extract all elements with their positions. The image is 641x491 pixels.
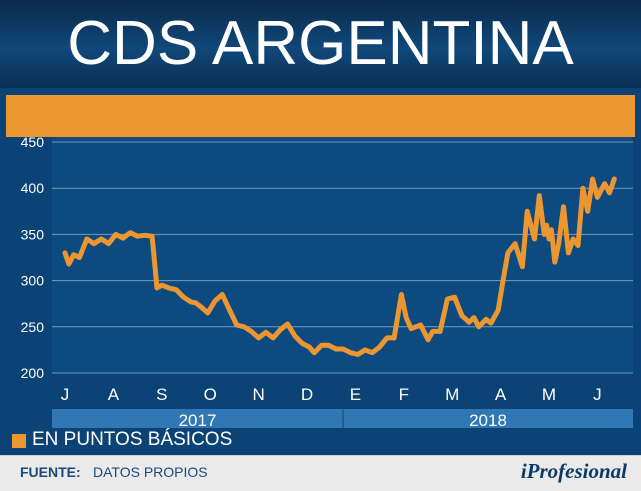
x-tick-label: N — [252, 385, 264, 404]
y-tick-label: 250 — [21, 319, 45, 335]
y-tick-label: 350 — [21, 226, 45, 242]
year-label: 2017 — [179, 411, 217, 428]
x-tick-label: S — [156, 385, 167, 404]
y-tick-label: 300 — [21, 273, 45, 289]
legend-swatch — [12, 434, 26, 448]
x-tick-label: M — [542, 385, 556, 404]
legend-label: EN PUNTOS BÁSICOS — [32, 429, 233, 450]
source-bar: FUENTE: DATOS PROPIOS iProfesional — [0, 455, 641, 491]
plot-area — [52, 137, 633, 373]
chart-title: CDS ARGENTINA — [67, 9, 574, 78]
x-tick-label: A — [108, 385, 120, 404]
x-tick-label: J — [61, 385, 70, 404]
x-tick-label: F — [399, 385, 409, 404]
x-tick-label: O — [204, 385, 217, 404]
x-tick-label: J — [593, 385, 602, 404]
y-tick-label: 200 — [21, 365, 45, 381]
title-bar: CDS ARGENTINA — [0, 0, 641, 88]
accent-band — [6, 95, 635, 137]
x-tick-label: A — [495, 385, 507, 404]
x-tick-label: E — [350, 385, 361, 404]
series-line-cds — [62, 176, 617, 357]
y-tick-label: 400 — [21, 180, 45, 196]
x-tick-label: D — [301, 385, 313, 404]
source-value: DATOS PROPIOS — [93, 464, 208, 480]
source-label: FUENTE: — [20, 464, 81, 480]
x-tick-label: M — [445, 385, 459, 404]
brand-logo: iProfesional — [520, 459, 627, 483]
y-tick-label: 450 — [21, 137, 45, 150]
year-label: 2018 — [469, 411, 507, 428]
line-chart: 200 250 300 350 400 450 J A S O N D E F M A M J 2017 2018 — [21, 137, 633, 428]
